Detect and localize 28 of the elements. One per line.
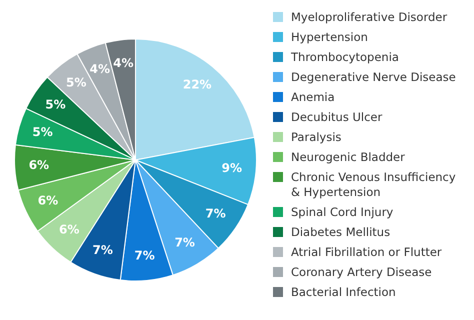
legend-label: Degenerative Nerve Disease <box>291 70 456 85</box>
legend-label: Diabetes Mellitus <box>291 225 390 240</box>
data-label: 4% <box>113 56 134 70</box>
legend-label: Myeloproliferative Disorder <box>291 10 448 25</box>
data-label: 6% <box>59 222 80 237</box>
legend-label: Paralysis <box>291 130 342 145</box>
legend-label: Thrombocytopenia <box>291 50 399 65</box>
data-label: 5% <box>45 98 66 112</box>
legend-label: Chronic Venous Insufficiency & Hypertension <box>291 170 457 200</box>
data-label: 22% <box>182 78 212 92</box>
data-label: 7% <box>205 206 226 221</box>
data-label: 7% <box>174 235 195 250</box>
legend-label: Decubitus Ulcer <box>291 110 382 125</box>
legend-label: Hypertension <box>291 30 368 45</box>
data-label: 7% <box>134 248 155 262</box>
legend-label: Atrial Fibrillation or Flutter <box>291 245 442 260</box>
legend-label: Coronary Artery Disease <box>291 265 432 280</box>
data-label: 4% <box>90 62 110 76</box>
legend-label: Spinal Cord Injury <box>291 205 394 220</box>
data-label: 5% <box>66 76 86 90</box>
data-label: 5% <box>32 125 53 140</box>
data-label: 6% <box>38 193 58 208</box>
data-label: 7% <box>92 243 113 258</box>
data-label: 9% <box>222 161 242 176</box>
legend-label: Anemia <box>291 90 335 105</box>
legend-label: Neurogenic Bladder <box>291 150 405 165</box>
legend-label: Bacterial Infection <box>291 285 396 300</box>
data-label: 6% <box>28 158 50 172</box>
